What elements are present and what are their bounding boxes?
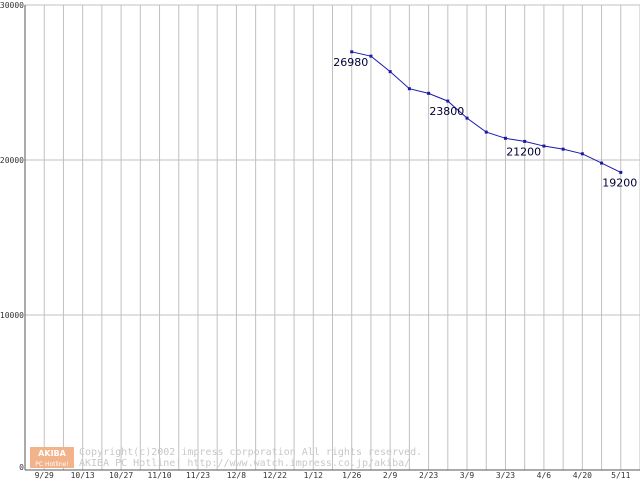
watermark-copyright: Copyright(c)2002 impress corporation All…	[79, 447, 422, 458]
data-point	[542, 144, 546, 148]
y-tick-label: 30000	[0, 1, 24, 10]
data-point	[369, 54, 373, 58]
data-point	[600, 161, 604, 165]
data-point	[350, 50, 354, 54]
x-axis: 9/29 10/13 10/27 11/10 11/23 12/8 12/22 1/12 1/2…	[25, 469, 640, 480]
data-point	[388, 70, 392, 74]
data-point	[427, 91, 431, 95]
data-point	[465, 116, 469, 120]
y-tick-label: 0	[19, 463, 24, 472]
x-tick-label: 11/10	[147, 471, 171, 480]
x-tick-label: 11/23	[186, 471, 210, 480]
x-tick-label: 4/6	[537, 471, 552, 480]
x-tick-label: 10/27	[109, 471, 133, 480]
data-point	[407, 87, 411, 91]
watermark: AKIBA PC Hotline! Copyright(c)2002 impre…	[30, 447, 422, 469]
x-tick-label: 5/11	[611, 471, 630, 480]
data-point	[523, 139, 527, 143]
grid-lines	[24, 4, 640, 471]
x-tick-label: 12/22	[263, 471, 287, 480]
data-point	[619, 170, 623, 174]
x-tick-label: 3/23	[496, 471, 515, 480]
x-tick-label: 2/23	[419, 471, 438, 480]
data-point	[446, 99, 450, 103]
data-point	[484, 130, 488, 134]
logo-top-box	[30, 447, 74, 458]
x-tick-label: 10/13	[71, 471, 95, 480]
x-tick-label: 12/8	[227, 471, 246, 480]
data-point	[503, 136, 507, 140]
x-tick-label: 1/12	[304, 471, 323, 480]
data-label: 21200	[506, 145, 541, 158]
x-tick-label: 2/9	[383, 471, 398, 480]
y-tick-label: 20000	[0, 156, 24, 165]
watermark-url: AKIBA PC Hotline! http://www.watch.impre…	[79, 458, 410, 469]
data-point	[580, 152, 584, 156]
logo-bottom-box	[30, 458, 74, 468]
data-label: 23800	[429, 105, 464, 118]
x-tick-label: 1/26	[342, 471, 361, 480]
x-tick-label: 9/29	[35, 471, 54, 480]
x-tick-label: 3/9	[460, 471, 475, 480]
data-label: 19200	[602, 176, 637, 189]
data-point	[561, 147, 565, 151]
data-labels: 26980 23800 21200 19200	[333, 56, 637, 190]
data-label: 26980	[333, 56, 368, 69]
logo-bottom-text: PC Hotline!	[35, 461, 68, 468]
y-axis: 0 10000 20000 30000	[0, 1, 26, 472]
y-tick-label: 10000	[0, 311, 24, 320]
series-group	[350, 50, 623, 174]
x-tick-label: 4/20	[573, 471, 592, 480]
logo-top-text: AKIBA	[38, 449, 66, 458]
